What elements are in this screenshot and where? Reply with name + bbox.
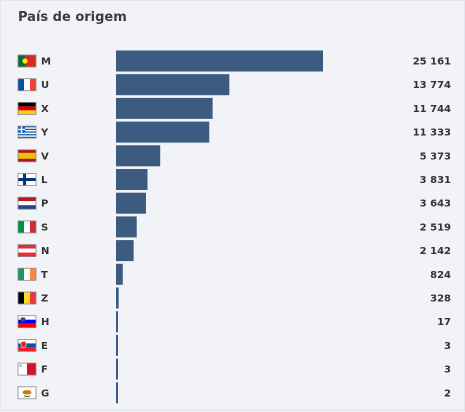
value-label: 5 373 <box>420 151 451 162</box>
value-label: 3 <box>444 341 451 352</box>
chart-row: Y 11 333 <box>17 121 451 143</box>
category-label: M <box>41 57 51 68</box>
bar <box>116 74 230 96</box>
value-label: 328 <box>430 294 451 305</box>
category-label: T <box>41 270 48 281</box>
cyprus-flag-icon <box>17 386 37 400</box>
category-label: N <box>41 246 49 257</box>
bar <box>116 216 137 238</box>
bar <box>116 311 118 333</box>
bar <box>116 287 119 309</box>
bar <box>116 263 123 285</box>
category-label: V <box>41 151 49 162</box>
slovakia-flag-icon <box>17 338 37 352</box>
chart-row: T 824 <box>17 263 451 285</box>
bar <box>116 382 118 404</box>
category-label: U <box>41 80 49 91</box>
category-label: E <box>41 341 48 352</box>
chart-row: S 2 519 <box>17 216 451 238</box>
netherlands-flag-icon <box>17 196 37 210</box>
greece-flag-icon <box>17 125 37 139</box>
value-label: 11 333 <box>413 128 451 139</box>
value-label: 2 <box>444 388 451 399</box>
chart-row: P 3 643 <box>17 192 451 214</box>
category-label: L <box>41 175 48 186</box>
chart-row: M 25 161 <box>17 50 451 72</box>
chart-row: X 11 744 <box>17 97 451 119</box>
bar <box>116 240 134 262</box>
chart-row: Z 328 <box>17 287 451 309</box>
belgium-flag-icon <box>17 291 37 305</box>
portugal-flag-icon <box>17 54 37 68</box>
category-label: S <box>41 222 48 233</box>
slovenia-flag-icon <box>17 315 37 329</box>
category-label: Z <box>41 294 48 305</box>
bar <box>116 169 148 190</box>
bar <box>116 192 146 214</box>
austria-flag-icon <box>17 244 37 258</box>
finland-flag-icon <box>17 173 37 186</box>
category-label: X <box>41 104 49 115</box>
value-label: 2 519 <box>420 222 451 233</box>
chart-row: V 5 373 <box>17 145 451 167</box>
panel-title: País de origem <box>18 10 127 25</box>
spain-flag-icon <box>17 149 37 163</box>
chart-row: N 2 142 <box>17 240 451 262</box>
chart-row: L 3 831 <box>17 169 451 190</box>
value-label: 25 161 <box>413 57 451 68</box>
category-label: H <box>41 317 49 328</box>
value-label: 3 <box>444 365 451 376</box>
value-label: 2 142 <box>420 246 451 257</box>
ireland-flag-icon <box>17 267 37 281</box>
germany-flag-icon <box>17 102 37 115</box>
bar <box>116 50 323 72</box>
category-label: P <box>41 199 48 210</box>
value-label: 824 <box>430 270 451 281</box>
value-label: 17 <box>437 317 451 328</box>
malta-flag-icon <box>17 362 37 376</box>
value-label: 11 744 <box>413 104 451 115</box>
category-label: F <box>41 365 48 376</box>
chart-row: H 17 <box>17 311 451 333</box>
italy-flag-icon <box>17 220 37 234</box>
france-flag-icon <box>17 78 37 92</box>
value-label: 3 831 <box>420 175 451 186</box>
value-label: 13 774 <box>413 80 451 91</box>
value-label: 3 643 <box>420 199 451 210</box>
category-label: G <box>41 388 49 399</box>
bar <box>116 121 210 143</box>
bar <box>116 334 118 356</box>
chart-row: U 13 774 <box>17 74 451 96</box>
bar <box>116 358 118 380</box>
bar <box>116 97 213 119</box>
category-label: Y <box>40 128 49 139</box>
bar <box>116 145 161 167</box>
